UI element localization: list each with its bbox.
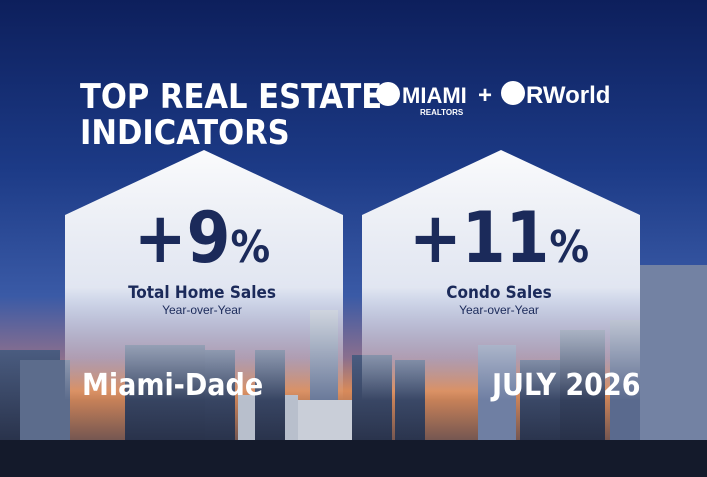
panel-house (362, 150, 640, 400)
stat-number: +11 (409, 197, 549, 279)
stat-value: +11% (409, 197, 589, 279)
logo-text: RWorld (526, 82, 610, 109)
logo-plus: + (478, 82, 492, 109)
logo-subtext: REALTORS (420, 108, 464, 117)
logo: MIAMI REALTORS + RWorld (376, 81, 610, 117)
logo-icon (376, 82, 400, 106)
stat-value: +9% (134, 197, 270, 279)
stat-number: +9 (134, 197, 231, 279)
period: JULY 2026 (490, 368, 641, 403)
stat-unit: % (549, 222, 589, 273)
stat-label: Total Home Sales (128, 283, 276, 303)
title: TOP REAL ESTATE (80, 77, 382, 117)
title: INDICATORS (80, 113, 290, 153)
logo-text: MIAMI (402, 83, 467, 108)
stat-unit: % (230, 222, 270, 273)
stat-sublabel: Year-over-Year (162, 303, 242, 317)
stat-sublabel: Year-over-Year (459, 303, 539, 317)
region: Miami-Dade (82, 368, 263, 403)
stat-label: Condo Sales (446, 283, 551, 303)
logo-icon (501, 81, 525, 105)
panel-house (65, 150, 343, 400)
